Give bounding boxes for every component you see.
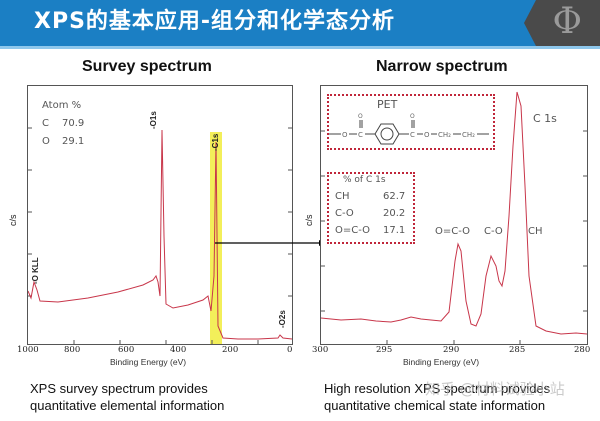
pet-label: PET: [377, 98, 398, 111]
survey-x-tick: 800: [64, 345, 81, 355]
narrow-x-tick: 300: [312, 345, 329, 355]
survey-spectrum-svg: [27, 127, 293, 344]
narrow-y-axis-label: c/s: [304, 214, 314, 226]
narrow-title: Narrow spectrum: [376, 58, 508, 75]
svg-text:O: O: [342, 131, 348, 139]
peak-label-c1s: -C1s: [211, 133, 220, 151]
narrow-x-tick: 295: [376, 345, 393, 355]
svg-text:CH₂: CH₂: [438, 131, 451, 139]
svg-text:O: O: [424, 131, 430, 139]
survey-y-axis-label: c/s: [8, 214, 18, 226]
composition-state: CH: [335, 191, 350, 202]
svg-text:C: C: [410, 131, 415, 139]
composition-value: 17.1: [383, 225, 406, 236]
composition-value: 62.7: [383, 191, 406, 202]
atom-row-c-element: C: [42, 118, 49, 129]
pet-structure-box: PET O C O C O O CH₂ CH₂: [327, 94, 495, 150]
survey-plot: Atom % C 70.9 O 29.1 -O KLL -O1s -C1s -O…: [27, 85, 293, 345]
composition-value: 20.2: [383, 208, 406, 219]
atom-row-o-value: 29.1: [62, 136, 85, 147]
slide-title: XPS的基本应用-组分和化学态分析: [34, 9, 396, 34]
pet-molecule-structure-icon: O C O C O O CH₂ CH₂: [329, 113, 489, 145]
survey-x-tick: 400: [170, 345, 187, 355]
peak-label-o-kll: -O KLL: [31, 257, 40, 284]
atom-row-o-element: O: [42, 136, 50, 147]
survey-x-tick: 600: [118, 345, 135, 355]
svg-text:CH₂: CH₂: [462, 131, 475, 139]
survey-x-tick: 0: [287, 345, 293, 355]
peak-label-co: C-O: [484, 226, 503, 237]
atom-row-c-value: 70.9: [62, 118, 85, 129]
atom-percent-header: Atom %: [42, 100, 82, 111]
narrow-x-tick: 280: [574, 345, 591, 355]
survey-title: Survey spectrum: [82, 58, 212, 75]
survey-spectrum-line: [27, 129, 293, 340]
c1s-region-label: C 1s: [533, 112, 557, 125]
phi-logo-icon: Φ: [552, 1, 582, 42]
logo-badge: Φ: [524, 0, 600, 46]
peak-label-o2s: -O2s: [278, 310, 287, 328]
peak-label-o1s: -O1s: [149, 111, 158, 129]
narrow-caption-line2: quantitative chemical state information: [324, 398, 546, 413]
survey-x-tick: 200: [222, 345, 239, 355]
composition-header: % of C 1s: [343, 175, 386, 185]
narrow-spectrum-svg: [320, 91, 588, 344]
narrow-x-tick: 290: [443, 345, 460, 355]
svg-text:C: C: [358, 131, 363, 139]
narrow-caption-line1: High resolution XPS spectrum provides: [324, 381, 551, 396]
peak-label-ococ: O=C-O: [435, 226, 470, 237]
watermark: 知乎 @材料试验小站: [425, 380, 565, 398]
narrow-x-tick: 285: [509, 345, 526, 355]
svg-text:O: O: [358, 113, 363, 120]
survey-caption-line2: quantitative elemental information: [30, 398, 225, 413]
connector-arrow: [215, 240, 325, 246]
narrow-plot: PET O C O C O O CH₂ CH₂: [320, 85, 588, 345]
composition-state: C-O: [335, 208, 354, 219]
survey-x-tick: 1000: [17, 345, 39, 355]
header-divider: [0, 46, 600, 49]
slide-header: XPS的基本应用-组分和化学态分析 Φ: [0, 0, 600, 46]
composition-state: O=C-O: [335, 225, 370, 236]
survey-caption-line1: XPS survey spectrum provides: [30, 381, 208, 396]
peak-label-ch: CH: [528, 226, 543, 237]
narrow-spectrum-line: [320, 91, 588, 335]
narrow-x-axis-label: Binding Energy (eV): [403, 357, 480, 367]
c1s-composition-box: % of C 1s CH 62.7 C-O 20.2 O=C-O 17.1: [327, 172, 415, 244]
svg-text:O: O: [410, 113, 415, 120]
survey-x-axis-label: Binding Energy (eV): [110, 357, 187, 367]
